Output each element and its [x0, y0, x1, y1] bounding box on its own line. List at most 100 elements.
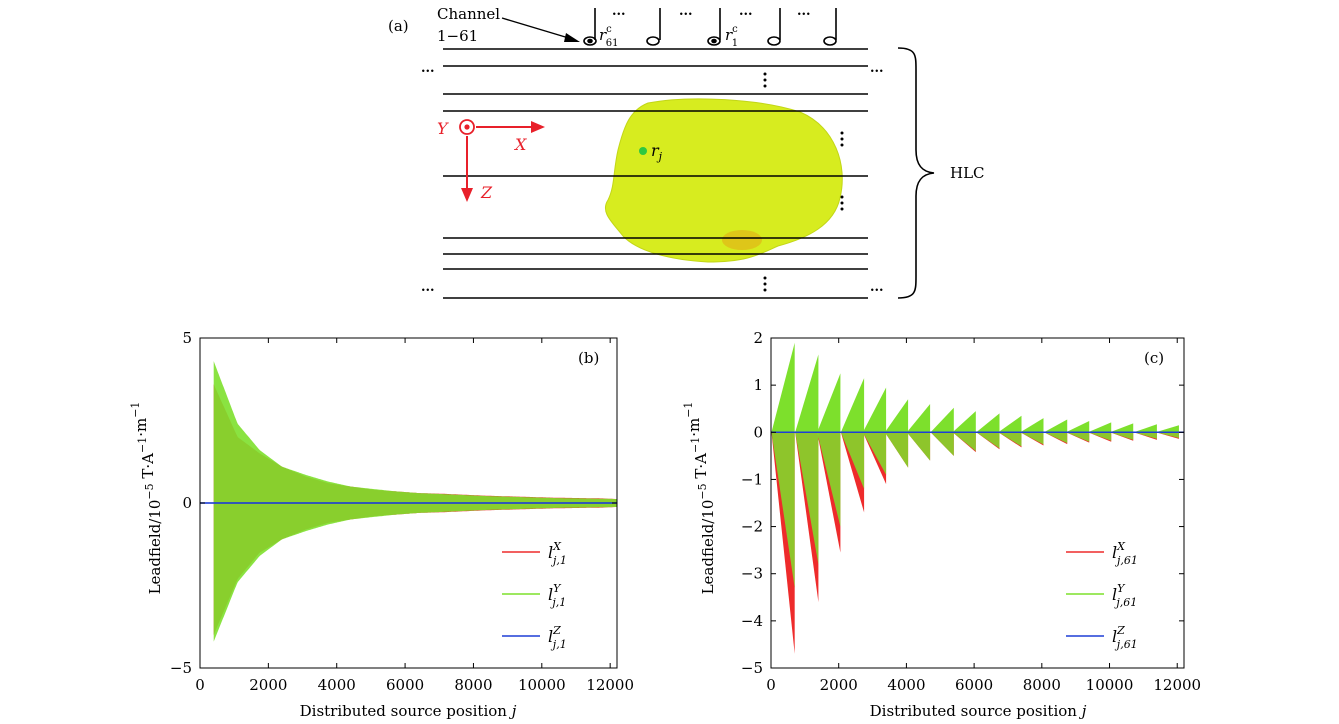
- sensor-marker-icon: [587, 38, 593, 44]
- chart-panel-b: 0 2000 4000 6000 8000 10000 12000−505 (b) Lead…: [129, 329, 634, 720]
- series-2-spike: [1109, 432, 1134, 440]
- series-2-spike: [1020, 432, 1044, 445]
- legend-label: lY j,1: [548, 582, 566, 609]
- series-2-spike: [771, 342, 795, 433]
- sensor-1-label: rc 1: [725, 24, 738, 49]
- panel-c-label: (c): [1144, 349, 1164, 367]
- legend-label: lZ j,61: [1112, 624, 1138, 651]
- series-2-spike: [840, 432, 865, 489]
- vertical-ellipsis-icon: [763, 72, 767, 88]
- y-tick-label: 1: [753, 376, 763, 394]
- series-2-spike: [1087, 432, 1112, 441]
- x-tick-label: 8000: [454, 676, 492, 694]
- hlc-brace: [897, 47, 935, 299]
- head-shape: [604, 98, 843, 263]
- chart-c-frame: [770, 337, 1185, 669]
- chart-panel-c: 0 2000 4000 6000 8000 10000 12000 −5 −4 −3 −2 −1 0 1 2…: [682, 329, 1201, 720]
- series-2-spike: [884, 399, 909, 433]
- series-2-spike: [862, 387, 887, 433]
- chart-b-ylabel: Leadfield/10−5 T·A−1·m−1: [129, 402, 164, 595]
- diagram-panel-a: (a) Channel 1−61: [388, 4, 985, 299]
- ellipsis-mark: ...: [870, 61, 884, 76]
- ellipsis-mark: ...: [679, 4, 693, 19]
- y-axis-dot-icon: [464, 124, 470, 130]
- coordinate-axes: Y X Z: [437, 119, 545, 202]
- legend-label: lZ j,1: [548, 624, 567, 651]
- series-2-spike: [1109, 423, 1134, 433]
- x-tick-label: 2000: [249, 676, 287, 694]
- series-2-spike: [840, 378, 865, 433]
- legend-label: lX j,1: [548, 540, 567, 567]
- x-tick-label: 2000: [820, 676, 858, 694]
- panel-b-label: (b): [578, 349, 599, 367]
- ellipsis-mark: ...: [739, 4, 753, 19]
- y-tick-label: −3: [741, 565, 763, 583]
- x-tick-label: 10000: [518, 676, 566, 694]
- y-tick-label: −1: [741, 470, 763, 488]
- series-2-spike: [771, 432, 795, 588]
- series-2-spike: [998, 415, 1022, 433]
- chart-b-data: [200, 361, 617, 642]
- ellipsis-mark: ...: [421, 280, 435, 295]
- series-2-spike: [906, 404, 931, 433]
- sensor-61-label: rc 61: [599, 24, 619, 49]
- x-tick-label: 6000: [955, 676, 993, 694]
- series-2-spike: [1043, 419, 1068, 433]
- series-2-spike: [1133, 424, 1157, 433]
- y-tick-label: −2: [741, 518, 763, 536]
- series-2-spike: [862, 432, 887, 475]
- legend-label: lY j,61: [1112, 582, 1137, 609]
- series-2-spike: [1155, 432, 1179, 438]
- x-tick-label: 0: [766, 676, 776, 694]
- channel-range: 1−61: [437, 27, 478, 45]
- panel-a-label: (a): [388, 17, 409, 35]
- x-tick-label: 4000: [887, 676, 925, 694]
- source-label: rj: [651, 141, 663, 163]
- sensor-marker-icon: [711, 38, 717, 44]
- y-tick-label: 5: [182, 329, 192, 347]
- series-2-spike: [1133, 432, 1157, 439]
- chart-b-legend: lX j,1 lY j,1 lZ j,1: [502, 540, 567, 651]
- vertical-ellipsis-group: [763, 72, 844, 292]
- head-shading: [722, 230, 762, 250]
- y-tick-label: −5: [170, 659, 192, 677]
- sensor-coil-icon: [707, 36, 721, 46]
- series-2-spike: [998, 432, 1022, 447]
- series-2-spike: [952, 432, 976, 452]
- y-tick-label: −5: [741, 659, 763, 677]
- chart-c-ticks: 0 2000 4000 6000 8000 10000 12000 −5 −4 −3 −2 −1 0 1 2: [741, 329, 1201, 694]
- x-tick-label: 8000: [1023, 676, 1061, 694]
- series-2-spike: [795, 432, 819, 565]
- vertical-ellipsis-icon: [840, 131, 844, 147]
- series-2-spike: [1087, 422, 1112, 433]
- series-2-spike: [884, 432, 909, 468]
- axis-y-label: Y: [437, 119, 449, 138]
- x-tick-label: 12000: [586, 676, 634, 694]
- series-2-spike: [930, 407, 954, 433]
- series-2-spike: [817, 373, 841, 433]
- vertical-ellipsis-icon: [763, 276, 767, 292]
- ellipsis-mark: ...: [612, 4, 626, 19]
- sensor-coil-icon: [823, 36, 837, 46]
- series-2-spike: [906, 432, 931, 461]
- x-tick-label: 12000: [1153, 676, 1201, 694]
- series-2-spike: [1065, 420, 1090, 433]
- y-tick-label: 2: [753, 329, 763, 347]
- legend-label: lX j,61: [1112, 540, 1138, 567]
- x-tick-label: 10000: [1086, 676, 1134, 694]
- ellipsis-mark: ...: [870, 280, 884, 295]
- sensor-coil-icon: [646, 36, 660, 46]
- x-tick-label: 4000: [318, 676, 356, 694]
- series-2-spike: [976, 413, 1000, 433]
- sensor-coil-icon: [767, 36, 781, 46]
- chart-c-data: [771, 342, 1184, 654]
- series-2-envelope: [213, 361, 617, 642]
- channel-arrowhead-icon: [564, 33, 580, 42]
- sensor-row: [583, 8, 837, 46]
- chart-b-ticks: 0 2000 4000 6000 8000 10000 12000−505: [170, 329, 634, 694]
- ellipsis-group: ... ... ... ... ... ... ... ...: [421, 4, 884, 295]
- axis-z-label: Z: [480, 183, 493, 202]
- chart-c-xlabel: Distributed source position j: [870, 702, 1087, 720]
- y-tick-label: 0: [182, 494, 192, 512]
- channel-pointer-arrow: [501, 17, 573, 40]
